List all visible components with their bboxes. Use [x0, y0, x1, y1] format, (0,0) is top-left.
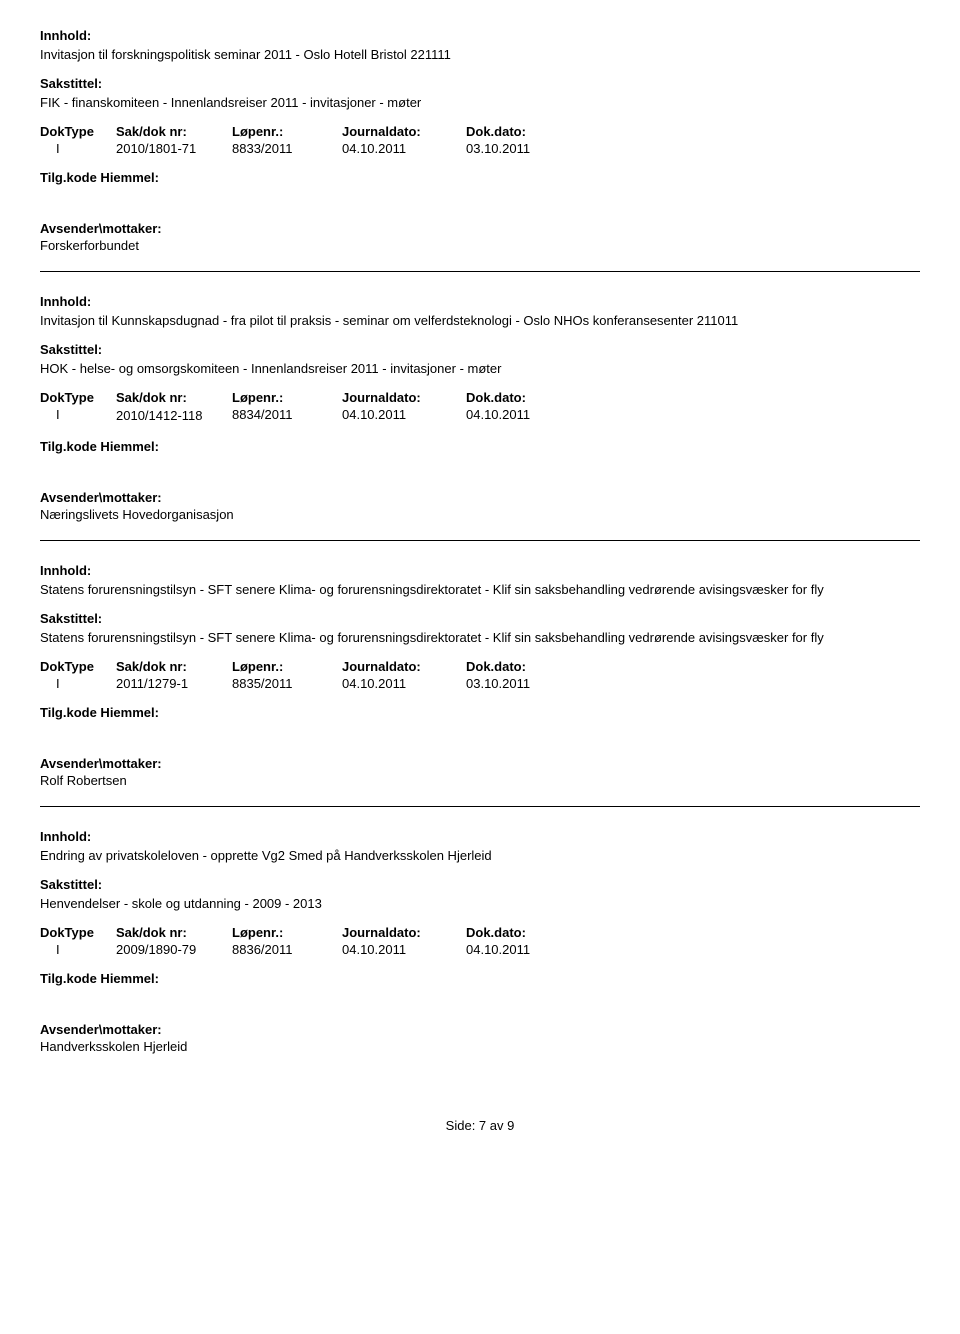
val-sakdok: 2011/1279-1: [116, 676, 232, 691]
hiemmel-label: Tilg.kode Hiemmel:: [40, 170, 920, 185]
avsender-label: Avsender\mottaker:: [40, 490, 920, 505]
separator-rule: [40, 806, 920, 807]
innhold-text: Statens forurensningstilsyn - SFT senere…: [40, 582, 920, 597]
val-dokdato: 03.10.2011: [466, 676, 576, 691]
val-journaldato: 04.10.2011: [342, 676, 466, 691]
val-doktype: I: [40, 141, 116, 156]
val-dokdato: 04.10.2011: [466, 942, 576, 957]
col-sakdok-head: Sak/dok nr:: [116, 390, 232, 405]
sender-name: Handverksskolen Hjerleid: [40, 1039, 920, 1054]
separator-rule: [40, 271, 920, 272]
column-values: I 2010/1801-71 8833/2011 04.10.2011 03.1…: [40, 141, 920, 156]
col-sakdok-head: Sak/dok nr:: [116, 659, 232, 674]
val-doktype: I: [40, 942, 116, 957]
column-headers: DokType Sak/dok nr: Løpenr.: Journaldato…: [40, 925, 920, 940]
col-doktype-head: DokType: [40, 390, 116, 405]
col-dokdato-head: Dok.dato:: [466, 659, 576, 674]
col-dokdato-head: Dok.dato:: [466, 925, 576, 940]
col-sakdok-head: Sak/dok nr:: [116, 124, 232, 139]
sender-name: Forskerforbundet: [40, 238, 920, 253]
avsender-label: Avsender\mottaker:: [40, 756, 920, 771]
sakstittel-text: Statens forurensningstilsyn - SFT senere…: [40, 630, 920, 645]
innhold-text: Endring av privatskoleloven - opprette V…: [40, 848, 920, 863]
sakstittel-text: Henvendelser - skole og utdanning - 2009…: [40, 896, 920, 911]
innhold-text: Invitasjon til Kunnskapsdugnad - fra pil…: [40, 313, 920, 328]
sender-name: Næringslivets Hovedorganisasjon: [40, 507, 920, 522]
column-values: I 2011/1279-1 8835/2011 04.10.2011 03.10…: [40, 676, 920, 691]
val-sakdok: 2009/1890-79: [116, 942, 232, 957]
sakstittel-text: HOK - helse- og omsorgskomiteen - Innenl…: [40, 361, 920, 376]
val-sakdok: 2010/1801-71: [116, 141, 232, 156]
val-lopenr: 8834/2011: [232, 407, 342, 425]
val-dokdato: 03.10.2011: [466, 141, 576, 156]
col-lopenr-head: Løpenr.:: [232, 390, 342, 405]
col-journaldato-head: Journaldato:: [342, 124, 466, 139]
record: Innhold: Statens forurensningstilsyn - S…: [40, 563, 920, 788]
val-lopenr: 8833/2011: [232, 141, 342, 156]
val-sakdok: 2010/1412-118: [116, 407, 232, 425]
val-lopenr: 8835/2011: [232, 676, 342, 691]
column-headers: DokType Sak/dok nr: Løpenr.: Journaldato…: [40, 124, 920, 139]
column-values: I 2010/1412-118 8834/2011 04.10.2011 04.…: [40, 407, 920, 425]
col-doktype-head: DokType: [40, 925, 116, 940]
val-journaldato: 04.10.2011: [342, 407, 466, 425]
col-journaldato-head: Journaldato:: [342, 390, 466, 405]
record: Innhold: Invitasjon til forskningspoliti…: [40, 28, 920, 253]
col-journaldato-head: Journaldato:: [342, 925, 466, 940]
innhold-text: Invitasjon til forskningspolitisk semina…: [40, 47, 920, 62]
column-headers: DokType Sak/dok nr: Løpenr.: Journaldato…: [40, 659, 920, 674]
page-number: Side: 7 av 9: [40, 1118, 920, 1133]
val-dokdato: 04.10.2011: [466, 407, 576, 425]
hiemmel-label: Tilg.kode Hiemmel:: [40, 439, 920, 454]
avsender-label: Avsender\mottaker:: [40, 1022, 920, 1037]
hiemmel-label: Tilg.kode Hiemmel:: [40, 705, 920, 720]
sakstittel-label: Sakstittel:: [40, 611, 920, 626]
val-doktype: I: [40, 407, 116, 425]
val-journaldato: 04.10.2011: [342, 141, 466, 156]
col-lopenr-head: Løpenr.:: [232, 659, 342, 674]
innhold-label: Innhold:: [40, 294, 920, 309]
col-journaldato-head: Journaldato:: [342, 659, 466, 674]
sakstittel-label: Sakstittel:: [40, 76, 920, 91]
val-doktype: I: [40, 676, 116, 691]
col-doktype-head: DokType: [40, 659, 116, 674]
record: Innhold: Invitasjon til Kunnskapsdugnad …: [40, 294, 920, 522]
page-container: Innhold: Invitasjon til forskningspoliti…: [0, 0, 960, 1173]
col-sakdok-head: Sak/dok nr:: [116, 925, 232, 940]
innhold-label: Innhold:: [40, 829, 920, 844]
sender-name: Rolf Robertsen: [40, 773, 920, 788]
innhold-label: Innhold:: [40, 28, 920, 43]
record: Innhold: Endring av privatskoleloven - o…: [40, 829, 920, 1054]
separator-rule: [40, 540, 920, 541]
sakstittel-label: Sakstittel:: [40, 342, 920, 357]
col-lopenr-head: Løpenr.:: [232, 124, 342, 139]
val-journaldato: 04.10.2011: [342, 942, 466, 957]
col-dokdato-head: Dok.dato:: [466, 390, 576, 405]
innhold-label: Innhold:: [40, 563, 920, 578]
avsender-label: Avsender\mottaker:: [40, 221, 920, 236]
sakstittel-label: Sakstittel:: [40, 877, 920, 892]
col-doktype-head: DokType: [40, 124, 116, 139]
sakstittel-text: FIK - finanskomiteen - Innenlandsreiser …: [40, 95, 920, 110]
col-dokdato-head: Dok.dato:: [466, 124, 576, 139]
val-lopenr: 8836/2011: [232, 942, 342, 957]
column-values: I 2009/1890-79 8836/2011 04.10.2011 04.1…: [40, 942, 920, 957]
column-headers: DokType Sak/dok nr: Løpenr.: Journaldato…: [40, 390, 920, 405]
hiemmel-label: Tilg.kode Hiemmel:: [40, 971, 920, 986]
col-lopenr-head: Løpenr.:: [232, 925, 342, 940]
